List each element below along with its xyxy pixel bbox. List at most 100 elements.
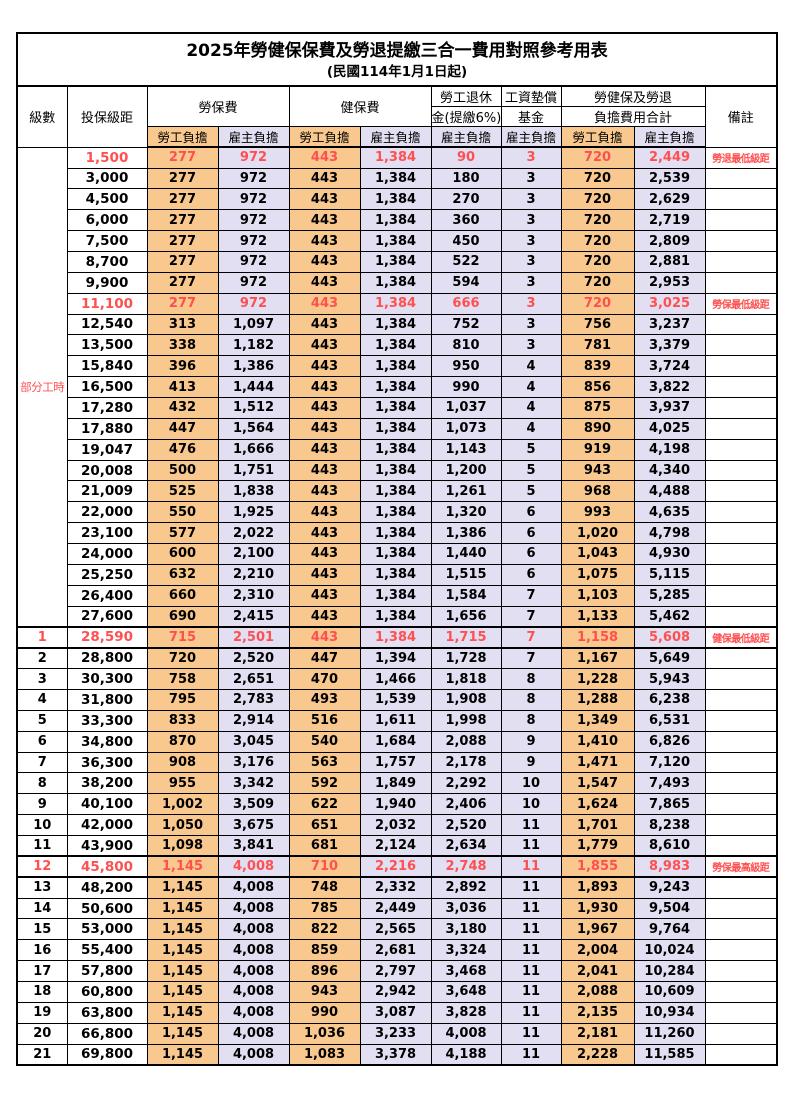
cell-fund_er: 11	[500, 981, 562, 1003]
cell-total_er: 6,238	[633, 689, 706, 711]
cell-total_emp: 2,228	[560, 1043, 635, 1066]
table-row: 19,047 476 1,666 443 1,384 1,143 5 919 4,198	[17, 438, 778, 461]
cell-pension_er: 1,073	[430, 417, 502, 440]
cell-labor_er: 2,914	[217, 709, 290, 732]
cell-labor_emp: 1,145	[146, 918, 219, 941]
cell-remark	[704, 376, 778, 398]
cell-total_emp: 756	[560, 313, 635, 336]
part-time-group-label: 部分工時	[16, 146, 68, 628]
cell-labor_er: 972	[217, 271, 290, 294]
cell-bracket: 21,009	[66, 480, 148, 503]
table-row: 7 36,300 908 3,176 563 1,757 2,178 9 1,471 7,120	[16, 751, 778, 774]
cell-labor_emp: 447	[146, 417, 219, 440]
cell-health_er: 1,384	[359, 355, 432, 378]
header-fund-employer: 雇主負擔	[500, 126, 562, 149]
cell-total_emp: 1,158	[560, 625, 635, 649]
cell-labor_emp: 338	[146, 334, 219, 357]
header-fund-line2: 基金	[500, 106, 562, 128]
cell-health_er: 2,565	[359, 918, 432, 941]
table-row: 13 48,200 1,145 4,008 748 2,332 2,892 11 1,893 9,…	[16, 876, 778, 899]
cell-total_emp: 1,779	[560, 835, 635, 857]
cell-health_emp: 443	[288, 543, 361, 565]
cell-level: 7	[16, 751, 68, 774]
cell-total_er: 5,285	[633, 584, 706, 607]
cell-bracket: 28,800	[66, 647, 148, 670]
cell-fund_er: 4	[500, 397, 562, 419]
cell-labor_emp: 1,145	[146, 1022, 219, 1045]
cell-health_er: 1,384	[359, 480, 432, 503]
cell-total_er: 2,719	[633, 209, 706, 232]
cell-health_er: 1,384	[359, 146, 432, 169]
cell-health_er: 2,216	[359, 855, 432, 879]
cell-pension_er: 2,088	[430, 730, 502, 753]
cell-remark	[704, 480, 778, 503]
cell-fund_er: 3	[500, 292, 562, 315]
cell-fund_er: 6	[500, 543, 562, 565]
header-level: 級數	[16, 85, 68, 148]
cell-pension_er: 1,715	[430, 625, 502, 649]
cell-pension_er: 4,008	[430, 1022, 502, 1045]
cell-fund_er: 5	[500, 438, 562, 461]
cell-total_emp: 1,893	[560, 876, 635, 899]
cell-pension_er: 1,656	[430, 605, 502, 628]
cell-labor_emp: 277	[146, 188, 219, 211]
table-row: 6,000 277 972 443 1,384 360 3 720 2,719	[17, 209, 778, 232]
cell-total_emp: 720	[560, 167, 635, 190]
cell-total_er: 4,340	[633, 459, 706, 482]
cell-labor_er: 2,100	[217, 543, 290, 565]
table-row: 9,900 277 972 443 1,384 594 3 720 2,953	[17, 271, 778, 294]
cell-bracket: 4,500	[66, 188, 148, 211]
header-group-row-2: 金(提繳6%) 基金 負擔費用合計	[17, 106, 777, 128]
cell-pension_er: 752	[430, 313, 502, 336]
cell-labor_er: 1,751	[217, 459, 290, 482]
cell-pension_er: 3,036	[430, 897, 502, 920]
cell-labor_emp: 632	[146, 563, 219, 586]
cell-labor_er: 972	[217, 167, 290, 190]
cell-health_er: 2,449	[359, 897, 432, 920]
cell-bracket: 27,600	[66, 605, 148, 628]
cell-labor_emp: 870	[146, 730, 219, 753]
cell-labor_er: 4,008	[217, 1043, 290, 1066]
cell-total_er: 2,809	[633, 230, 706, 252]
header-bracket: 投保級距	[66, 85, 148, 148]
cell-total_emp: 1,288	[560, 689, 635, 711]
cell-health_er: 1,384	[359, 605, 432, 628]
cell-health_emp: 681	[288, 835, 361, 857]
cell-remark	[704, 939, 778, 962]
cell-total_emp: 1,043	[560, 543, 635, 565]
table-row: 7,500 277 972 443 1,384 450 3 720 2,809	[17, 230, 778, 252]
cell-fund_er: 8	[500, 689, 562, 711]
cell-labor_emp: 277	[146, 271, 219, 294]
cell-pension_er: 1,143	[430, 438, 502, 461]
cell-fund_er: 4	[500, 355, 562, 378]
cell-total_emp: 993	[560, 501, 635, 524]
cell-labor_emp: 600	[146, 543, 219, 565]
cell-labor_er: 1,444	[217, 376, 290, 398]
cell-health_emp: 896	[288, 960, 361, 983]
cell-labor_emp: 758	[146, 668, 219, 691]
table-row: 21 69,800 1,145 4,008 1,083 3,378 4,188 11 2,228…	[16, 1043, 778, 1066]
cell-labor_emp: 715	[146, 625, 219, 649]
cell-health_er: 1,384	[359, 459, 432, 482]
cell-fund_er: 9	[500, 730, 562, 753]
cell-level: 12	[16, 855, 68, 879]
cell-remark	[704, 250, 778, 273]
cell-bracket: 6,000	[66, 209, 148, 232]
table-row: 12 45,800 1,145 4,008 710 2,216 2,748 11 1,855 8,…	[16, 855, 778, 879]
cell-pension_er: 3,324	[430, 939, 502, 962]
table-row: 17 57,800 1,145 4,008 896 2,797 3,468 11 2,041 10…	[16, 960, 778, 983]
cell-labor_emp: 550	[146, 501, 219, 524]
cell-health_emp: 443	[288, 230, 361, 252]
cell-health_er: 1,384	[359, 397, 432, 419]
cell-health_er: 1,849	[359, 772, 432, 795]
cell-health_er: 2,124	[359, 835, 432, 857]
cell-remark	[704, 438, 778, 461]
cell-health_er: 1,384	[359, 417, 432, 440]
cell-total_emp: 2,088	[560, 981, 635, 1003]
cell-total_emp: 1,167	[560, 647, 635, 670]
cell-fund_er: 5	[500, 480, 562, 503]
header-labor-group: 勞保費	[146, 85, 290, 128]
cell-bracket: 48,200	[66, 876, 148, 899]
table-row: 14 50,600 1,145 4,008 785 2,449 3,036 11 1,930 9,…	[16, 897, 778, 920]
cell-bracket: 55,400	[66, 939, 148, 962]
